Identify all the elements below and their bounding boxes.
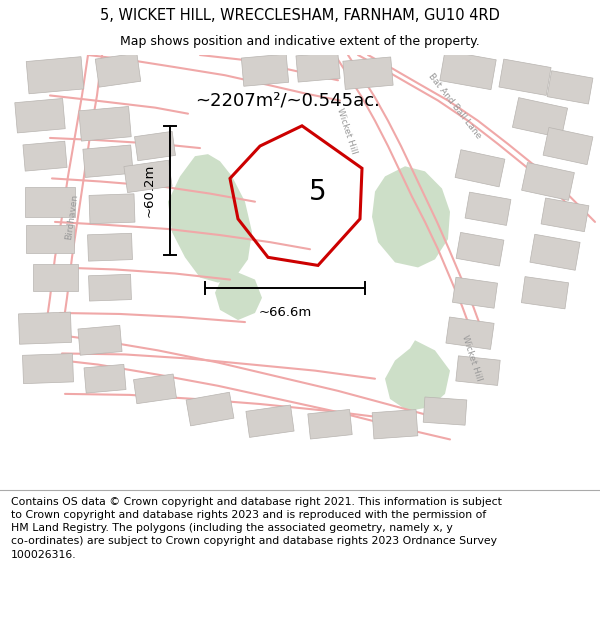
Text: Map shows position and indicative extent of the property.: Map shows position and indicative extent… [120,35,480,48]
Bar [343,57,393,89]
Bar [26,225,74,253]
Bar [530,234,580,270]
Bar [186,392,234,426]
Bar [95,53,141,87]
Text: Contains OS data © Crown copyright and database right 2021. This information is : Contains OS data © Crown copyright and d… [11,497,502,559]
Bar [308,409,352,439]
Bar [465,192,511,226]
Bar [89,194,135,224]
Text: Birdhaven: Birdhaven [64,193,80,241]
Bar [134,374,176,404]
Text: ~60.2m: ~60.2m [143,164,156,217]
Bar [79,106,131,141]
Bar [89,274,131,301]
Bar [124,160,172,192]
Text: ~2207m²/~0.545ac.: ~2207m²/~0.545ac. [195,91,380,109]
Bar [423,397,467,425]
Bar [456,356,500,386]
Bar [32,264,77,291]
Bar [15,99,65,133]
Bar [19,312,71,344]
Text: Bat And Ball Lane: Bat And Ball Lane [427,71,483,140]
Text: Wicket Hill: Wicket Hill [335,107,359,155]
Text: ~66.6m: ~66.6m [259,306,311,319]
Bar [521,277,569,309]
Bar [78,326,122,355]
Polygon shape [215,272,262,320]
Bar [372,409,418,439]
Bar [440,51,496,89]
Bar [23,354,73,384]
Bar [134,131,175,161]
Bar [88,233,133,261]
Bar [547,71,593,104]
Text: 5, WICKET HILL, WRECCLESHAM, FARNHAM, GU10 4RD: 5, WICKET HILL, WRECCLESHAM, FARNHAM, GU… [100,8,500,23]
Bar [26,57,84,94]
Polygon shape [168,154,252,282]
Bar [512,98,568,138]
Bar [452,278,497,308]
Bar [455,150,505,187]
Bar [456,232,504,266]
Text: Wicket Hill: Wicket Hill [460,334,484,382]
Bar [296,52,340,82]
Bar [499,59,551,96]
Bar [83,145,133,177]
Bar [446,317,494,349]
Text: 5: 5 [309,177,327,206]
Bar [23,141,67,171]
Bar [521,162,574,201]
Bar [241,54,289,86]
Polygon shape [372,166,450,268]
Bar [84,364,126,393]
Bar [25,186,75,217]
Bar [541,198,589,232]
Polygon shape [385,340,450,411]
Bar [543,127,593,164]
Bar [246,405,294,437]
